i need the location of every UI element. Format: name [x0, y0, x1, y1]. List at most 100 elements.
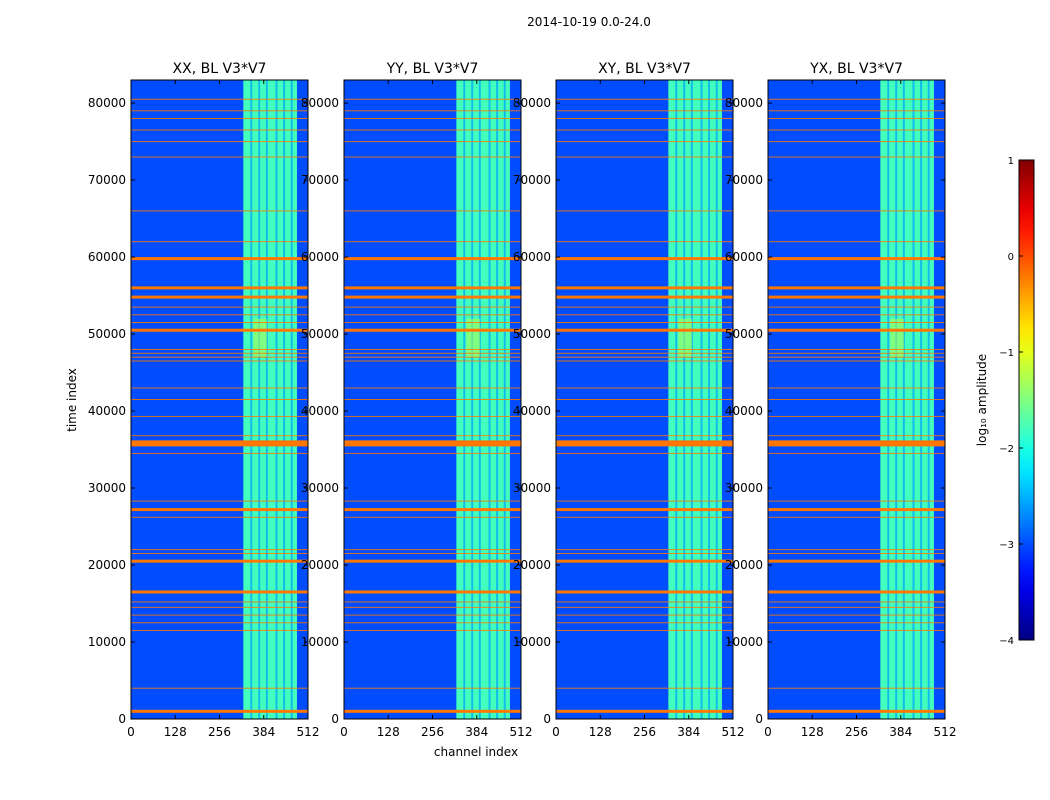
panel-4: YX, BL V3*V7 0 128 256 384 512 0 10000 20000 3000… — [725, 61, 957, 739]
flag-line — [131, 687, 308, 689]
flag-line — [556, 399, 733, 400]
flag-line — [768, 129, 945, 131]
flag-line — [344, 549, 521, 551]
flag-line — [131, 110, 308, 112]
y-tick-label: 10000 — [301, 635, 339, 649]
flag-line — [131, 314, 308, 316]
y-tick-label: 20000 — [513, 558, 551, 572]
flag-line — [768, 387, 945, 389]
flag-line — [344, 614, 521, 616]
flag-line — [131, 500, 308, 502]
x-tick-label: 512 — [510, 725, 533, 739]
flag-line — [556, 356, 733, 358]
y-tick-label: 40000 — [301, 404, 339, 418]
flag-line — [131, 452, 308, 454]
flag-line — [131, 549, 308, 551]
flag-line — [344, 98, 521, 100]
flag-line-thick — [131, 328, 308, 332]
flag-line — [768, 98, 945, 100]
flag-line-thick — [344, 286, 521, 290]
flag-line — [344, 322, 521, 324]
x-tick-label: 256 — [208, 725, 231, 739]
flag-line — [768, 614, 945, 616]
flag-line — [556, 452, 733, 454]
flag-line-thick — [344, 257, 521, 261]
flag-line — [768, 356, 945, 358]
flag-line-thick — [131, 440, 308, 447]
flag-line — [556, 210, 733, 212]
flag-line-thick — [131, 257, 308, 261]
flag-line-thick — [131, 286, 308, 290]
flag-line — [556, 500, 733, 502]
flag-line — [556, 549, 733, 551]
flag-line — [131, 614, 308, 616]
flag-line-thick — [556, 508, 733, 512]
flag-line-thick — [344, 559, 521, 563]
x-tick-label: 128 — [589, 725, 612, 739]
flag-line — [344, 500, 521, 502]
flag-line-thick — [131, 590, 308, 594]
flag-line — [556, 435, 733, 437]
y-tick-label: 0 — [543, 712, 551, 726]
y-tick-label: 20000 — [301, 558, 339, 572]
flag-line — [344, 622, 521, 624]
x-tick-label: 0 — [764, 725, 772, 739]
flag-line — [768, 141, 945, 143]
flag-line — [131, 387, 308, 389]
colorbar-tick-label: −4 — [999, 636, 1014, 647]
flag-line — [131, 415, 308, 417]
flag-line — [556, 117, 733, 119]
y-tick-label: 0 — [755, 712, 763, 726]
flag-line — [131, 516, 308, 518]
flag-line — [344, 117, 521, 119]
flag-line-thick — [768, 559, 945, 563]
y-tick-label: 30000 — [513, 481, 551, 495]
panel-title: XX, BL V3*V7 — [173, 61, 267, 77]
flag-line — [131, 348, 308, 350]
y-tick-label: 80000 — [513, 96, 551, 110]
flag-line — [344, 360, 521, 362]
flag-line-thick — [768, 508, 945, 512]
y-tick-label: 60000 — [88, 250, 126, 264]
flag-line — [131, 98, 308, 100]
y-tick-label: 60000 — [301, 250, 339, 264]
x-tick-label: 512 — [722, 725, 745, 739]
flag-line-thick — [556, 590, 733, 594]
y-tick-label: 70000 — [725, 173, 763, 187]
y-tick-label: 50000 — [301, 327, 339, 341]
y-tick-label: 60000 — [513, 250, 551, 264]
flag-line-thick — [556, 328, 733, 332]
flag-line-thick — [768, 257, 945, 261]
flag-line-thick — [556, 440, 733, 447]
y-tick-label: 40000 — [88, 404, 126, 418]
colorbar: 1 0 −1 −2 −3 −4 — [999, 156, 1035, 647]
flag-line — [131, 352, 308, 354]
x-tick-label: 256 — [845, 725, 868, 739]
flag-line — [131, 141, 308, 143]
y-tick-label: 50000 — [725, 327, 763, 341]
flag-line — [768, 687, 945, 689]
flag-line — [556, 314, 733, 316]
y-tick-label: 70000 — [301, 173, 339, 187]
flag-line — [556, 241, 733, 243]
flag-line — [344, 415, 521, 417]
panels-group: XX, BL V3*V7 0 128 256 384 512 0 10000 20000 3000… — [88, 61, 957, 739]
flag-line — [768, 360, 945, 362]
x-tick-label: 384 — [677, 725, 700, 739]
y-tick-label: 30000 — [725, 481, 763, 495]
flag-line-thick — [131, 508, 308, 512]
flag-line — [131, 117, 308, 119]
flag-line-thick — [344, 440, 521, 447]
band-bright-patch — [253, 318, 267, 358]
flag-line — [768, 549, 945, 551]
flag-line — [131, 629, 308, 631]
flag-line-thick — [556, 257, 733, 261]
panel-1: XX, BL V3*V7 0 128 256 384 512 0 10000 20000 3000… — [88, 61, 320, 739]
y-tick-label: 0 — [118, 712, 126, 726]
flag-line — [344, 435, 521, 437]
y-tick-label: 20000 — [725, 558, 763, 572]
figure-suptitle: 2014-10-19 0.0-24.0 — [527, 15, 651, 29]
flag-line — [344, 352, 521, 354]
flag-line — [344, 241, 521, 243]
y-axis-label: time index — [65, 368, 79, 432]
